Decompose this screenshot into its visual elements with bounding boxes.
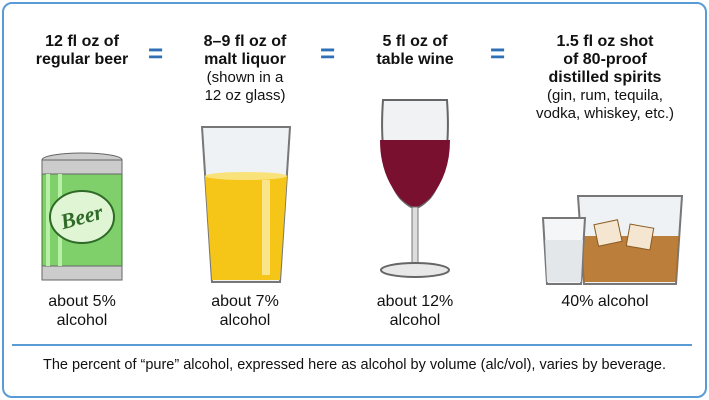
- alcohol-label: about 12% alcohol: [330, 292, 500, 330]
- equals-sign: =: [320, 38, 336, 68]
- alcohol-label: 40% alcohol: [520, 292, 690, 311]
- note-line: (gin, rum, tequila,: [547, 87, 663, 104]
- label-line: alcohol: [56, 312, 108, 329]
- heading-line: malt liquor: [204, 51, 286, 68]
- note-line: vodka, whiskey, etc.): [535, 105, 675, 122]
- malt-glass: [200, 126, 292, 283]
- note-line: 12 oz glass): [204, 87, 286, 104]
- spirits-glasses: [541, 195, 684, 285]
- heading-line: 5 fl oz of: [382, 33, 448, 50]
- drink-heading: 8–9 fl oz of malt liquor (shown in a 12 oz …: [160, 33, 330, 105]
- drink-heading: 1.5 fl oz shot of 80-proof distilled spiri…: [520, 33, 690, 123]
- label-line: about 12%: [376, 293, 454, 310]
- drink-heading: 12 fl oz of regular beer: [0, 33, 167, 69]
- label-line: alcohol: [219, 312, 271, 329]
- drink-heading: 5 fl oz of table wine: [330, 33, 500, 69]
- label-line: about 5%: [48, 293, 116, 310]
- alcohol-label: about 7% alcohol: [160, 292, 330, 330]
- label-line: 40% alcohol: [561, 293, 649, 310]
- beer-can: Beer: [41, 152, 123, 281]
- label-line: about 7%: [211, 293, 279, 310]
- footer-note: The percent of “pure” alcohol, expressed…: [42, 357, 666, 373]
- heading-line: 12 fl oz of: [45, 33, 119, 50]
- heading-line: 1.5 fl oz shot: [556, 33, 654, 50]
- heading-line: of 80-proof: [563, 51, 647, 68]
- label-line: alcohol: [389, 312, 441, 329]
- equals-sign: =: [148, 38, 164, 68]
- alcohol-label: about 5% alcohol: [0, 292, 167, 330]
- heading-line: distilled spirits: [548, 69, 662, 86]
- heading-line: table wine: [376, 51, 454, 68]
- divider: [12, 344, 692, 346]
- heading-line: 8–9 fl oz of: [203, 33, 287, 50]
- wine-glass: [380, 99, 450, 278]
- equals-sign: =: [490, 38, 506, 68]
- note-line: (shown in a: [206, 69, 284, 86]
- heading-line: regular beer: [35, 51, 129, 68]
